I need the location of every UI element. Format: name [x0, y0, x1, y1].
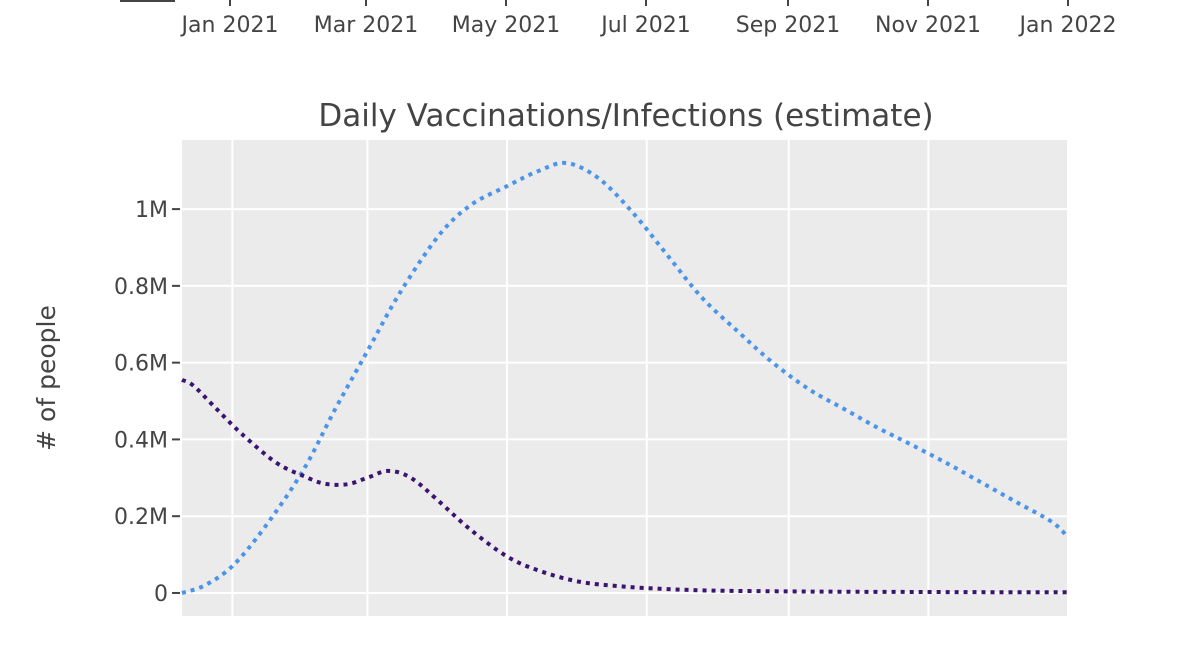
- upper-x-tick-label: Sep 2021: [736, 13, 840, 38]
- y-tick-label: 1M: [135, 198, 168, 223]
- plot-area: [181, 140, 1070, 616]
- series-layer: [181, 160, 1070, 595]
- y-tick-label: 0: [154, 582, 168, 607]
- y-tick-label: 0.6M: [114, 352, 168, 377]
- chart-title: Daily Vaccinations/Infections (estimate): [318, 98, 933, 134]
- y-axis-title: # of people: [32, 305, 61, 451]
- upper-x-tick-label: Jul 2021: [599, 13, 691, 38]
- y-tick-label: 0.2M: [114, 505, 168, 530]
- upper-x-tick-label: Jan 2021: [180, 13, 279, 38]
- series-line-0: [181, 160, 1070, 595]
- plot-background: [182, 140, 1068, 616]
- upper-x-tick-label: Mar 2021: [314, 13, 419, 38]
- upper-x-tick-label: Jan 2022: [1018, 13, 1117, 38]
- y-tick-label: 0.8M: [114, 275, 168, 300]
- upper-x-tick-label: Nov 2021: [875, 13, 981, 38]
- upper-x-tick-label: May 2021: [452, 13, 560, 38]
- gridlines: [182, 140, 1069, 616]
- y-axis: 0 0.2M 0.4M 0.6M 0.8M 1M: [114, 198, 180, 607]
- upper-chart-x-axis: Jan 2021 Mar 2021 May 2021 Jul 2021 Sep 2021…: [120, 0, 1116, 38]
- y-tick-label: 0.4M: [114, 428, 168, 453]
